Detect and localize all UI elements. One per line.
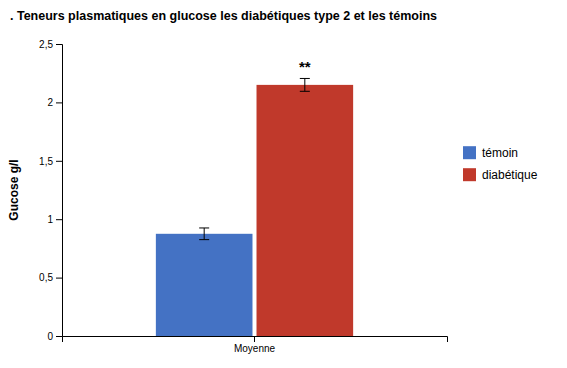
y-tick-mark	[56, 102, 62, 103]
significance: **	[299, 58, 311, 75]
error-bar-stem	[304, 78, 305, 91]
y-tick-mark	[56, 336, 62, 337]
legend-label: témoin	[482, 146, 518, 160]
axis-line	[56, 45, 63, 337]
error-bar-cap	[199, 239, 209, 240]
y-axis-title: Gucose g/l	[7, 159, 21, 220]
y-tick: 1,5	[39, 156, 62, 167]
marks	[156, 78, 353, 336]
error-bar-cap	[300, 91, 310, 92]
y-tick-mark	[56, 219, 62, 220]
x-tick-label: Moyenne	[234, 343, 276, 354]
title: . Teneurs plasmatiques en glucose les di…	[10, 9, 437, 23]
y-tick-mark	[56, 44, 62, 45]
y-tick-label: 0	[47, 331, 53, 342]
bar	[257, 85, 354, 336]
error-bar	[199, 228, 209, 240]
chart: . Teneurs plasmatiques en glucose les di…	[0, 0, 567, 368]
x-axis: Moyenne	[63, 336, 448, 354]
y-tick: 1	[47, 214, 62, 225]
legend-swatch	[463, 146, 476, 159]
error-bar	[300, 78, 310, 91]
y-tick: 0,5	[39, 272, 62, 283]
y-tick-label: 1,5	[39, 156, 53, 167]
error-bar-stem	[204, 228, 205, 240]
error-bar-cap	[199, 227, 209, 228]
legend-item: diabétique	[463, 168, 538, 182]
legend-item: témoin	[463, 146, 518, 160]
y-tick-label: 1	[47, 214, 53, 225]
x-tick-mark	[254, 336, 255, 342]
x-tick: Moyenne	[234, 336, 276, 354]
legend-swatch	[463, 168, 476, 181]
error-bar-cap	[300, 78, 310, 79]
legend: témoin diabétique	[463, 146, 538, 182]
y-tick: 2	[47, 97, 62, 108]
bar	[156, 234, 253, 336]
y-tick-label: 2	[47, 97, 53, 108]
y-tick: 0	[47, 331, 62, 342]
y-tick-label: 2,5	[39, 39, 53, 50]
plot: 0 0,5 1 1,5 2 2,5 Moyenne Gucose g/l **	[7, 39, 448, 354]
y-axis: 0 0,5 1 1,5 2 2,5	[39, 39, 62, 342]
legend-label: diabétique	[482, 168, 538, 182]
axis-line	[63, 337, 448, 343]
annotations: **	[299, 58, 311, 75]
y-tick: 2,5	[39, 39, 62, 50]
y-tick-mark	[56, 161, 62, 162]
y-tick-mark	[56, 278, 62, 279]
y-tick-label: 0,5	[39, 272, 53, 283]
